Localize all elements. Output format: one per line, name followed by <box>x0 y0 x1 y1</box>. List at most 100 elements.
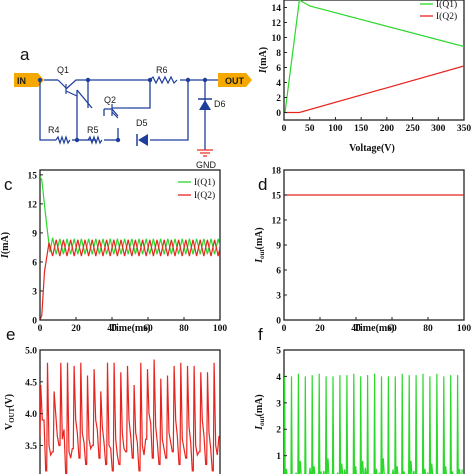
y-tick-label: 6 <box>276 64 281 74</box>
y-tick-label: 18 <box>272 167 282 177</box>
x-tick-label: 60 <box>143 324 153 334</box>
y-tick-label: 4 <box>276 79 281 89</box>
ground-icon <box>197 149 213 157</box>
y-tick-label: 15 <box>28 171 38 181</box>
y-tick-label: 8 <box>276 49 281 59</box>
x-tick-label: 40 <box>351 324 361 334</box>
y-tick-label: 2 <box>276 426 281 436</box>
x-tick-label: 0 <box>282 324 287 334</box>
x-tick-label: 0 <box>282 124 287 134</box>
out-label: OUT <box>225 76 245 86</box>
x-tick-label: 350 <box>457 124 472 134</box>
chart-d-xlabel: Time(ms) <box>354 323 395 334</box>
r6-label: R6 <box>156 65 168 75</box>
r5-label: R5 <box>87 125 99 135</box>
series-line-c-1 <box>40 239 220 320</box>
x-tick-label: 300 <box>431 124 446 134</box>
q1-transistor <box>57 79 90 97</box>
x-tick-label: 100 <box>328 124 343 134</box>
y-tick-label: 10 <box>272 34 282 44</box>
y-tick-label: 9 <box>276 242 281 252</box>
d6-diode <box>198 98 212 110</box>
y-tick-label: 0 <box>276 109 281 119</box>
chart-c: c 0 3 6 9 12 15 0 20 40 60 80 100 Time(ms) I(mA) I… <box>0 169 228 334</box>
chart-c-ylabel: I(mA) <box>0 232 11 259</box>
chart-b-frame <box>283 0 465 121</box>
y-tick-label: 15 <box>272 192 282 202</box>
y-tick-label: 9 <box>32 229 37 239</box>
x-tick-label: 20 <box>315 324 325 334</box>
x-tick-label: 80 <box>423 324 433 334</box>
panel-letter-f: f <box>258 325 263 344</box>
chart-b-legend: I(Q1) I(Q2) <box>420 0 457 22</box>
x-tick-label: 250 <box>405 124 420 134</box>
q2-transistor <box>111 104 128 119</box>
x-tick-label: 150 <box>354 124 369 134</box>
y-tick-label: 12 <box>28 200 38 210</box>
y-tick-label: 4 <box>276 373 281 383</box>
series-line-b-1 <box>284 65 464 114</box>
chart-d-frame <box>283 169 465 321</box>
d5-label: D5 <box>136 118 148 128</box>
chart-b-ylabel: I(mA) <box>258 47 269 74</box>
d6-label: D6 <box>214 99 226 109</box>
chart-c-legend: I(Q1) I(Q2) <box>178 177 215 201</box>
x-tick-label: 40 <box>107 324 117 334</box>
x-tick-label: 0 <box>38 324 43 334</box>
chart-d-ylabel: Iout(mA) <box>254 227 266 263</box>
x-tick-label: 20 <box>71 324 81 334</box>
panel-letter-c: c <box>4 175 13 194</box>
legend-item-iq1: I(Q1) <box>436 0 457 10</box>
y-tick-label: 4.0 <box>25 410 37 420</box>
y-tick-label: 3 <box>32 287 37 297</box>
x-tick-label: 100 <box>457 324 472 334</box>
panel-letter-d: d <box>258 175 267 194</box>
x-tick-label: 60 <box>387 324 397 334</box>
r6-resistor <box>149 75 178 85</box>
legend-item-iq2: I(Q2) <box>436 11 457 22</box>
y-tick-label: 5 <box>276 347 281 357</box>
x-tick-label: 50 <box>305 124 315 134</box>
r5-resistor <box>87 135 103 145</box>
chart-f-ylabel: Iout(mA) <box>254 394 266 430</box>
y-tick-label: 6 <box>32 258 37 268</box>
chart-c-xlabel: Time(ms) <box>110 323 151 334</box>
series-line-c-0 <box>40 176 220 255</box>
x-tick-label: 100 <box>213 324 228 334</box>
in-label: IN <box>17 76 26 86</box>
y-tick-label: 0 <box>276 317 281 327</box>
r4-resistor <box>55 135 71 145</box>
q2-label: Q2 <box>104 95 116 105</box>
series-line-f-0 <box>284 373 463 474</box>
x-tick-label: 200 <box>380 124 395 134</box>
y-tick-label: 4.5 <box>25 378 37 388</box>
y-tick-label: 3 <box>276 399 281 409</box>
d5-diode <box>136 134 148 146</box>
legend-item-iq1: I(Q1) <box>194 177 215 188</box>
y-tick-label: 12 <box>272 19 282 29</box>
chart-e-ylabel: VOUT(V) <box>4 394 16 430</box>
y-tick-label: 1 <box>276 452 281 462</box>
chart-d: d 0 3 6 9 12 15 18 0 20 40 60 80 100 Time(ms) Iout(… <box>254 167 471 335</box>
out-port <box>218 73 252 87</box>
y-tick-label: 3.5 <box>25 442 37 452</box>
y-tick-label: 6 <box>276 267 281 277</box>
y-tick-label: 5.0 <box>25 347 37 357</box>
chart-e: e 3.03.54.04.55.0 VOUT(V) <box>4 325 221 474</box>
chart-f: f 0 1 2 3 4 5 Iout(mA) <box>254 325 465 474</box>
panel-letter-e: e <box>6 325 15 344</box>
chart-b-xlabel: Voltage(V) <box>349 143 395 154</box>
y-tick-label: 14 <box>272 4 282 14</box>
y-tick-label: 3 <box>276 292 281 302</box>
gnd-label: GND <box>196 160 217 170</box>
x-tick-label: 80 <box>179 324 189 334</box>
r4-label: R4 <box>48 125 60 135</box>
q1-label: Q1 <box>57 65 69 75</box>
circuit-panel: a IN OUT <box>14 45 252 170</box>
chart-b: 0 2 4 6 8 10 12 14 0 50 100 150 200 250 300 350 Voltag… <box>258 0 471 154</box>
legend-item-iq2: I(Q2) <box>194 190 215 201</box>
y-tick-label: 2 <box>276 94 281 104</box>
y-tick-label: 12 <box>272 217 282 227</box>
in-port <box>14 73 44 87</box>
